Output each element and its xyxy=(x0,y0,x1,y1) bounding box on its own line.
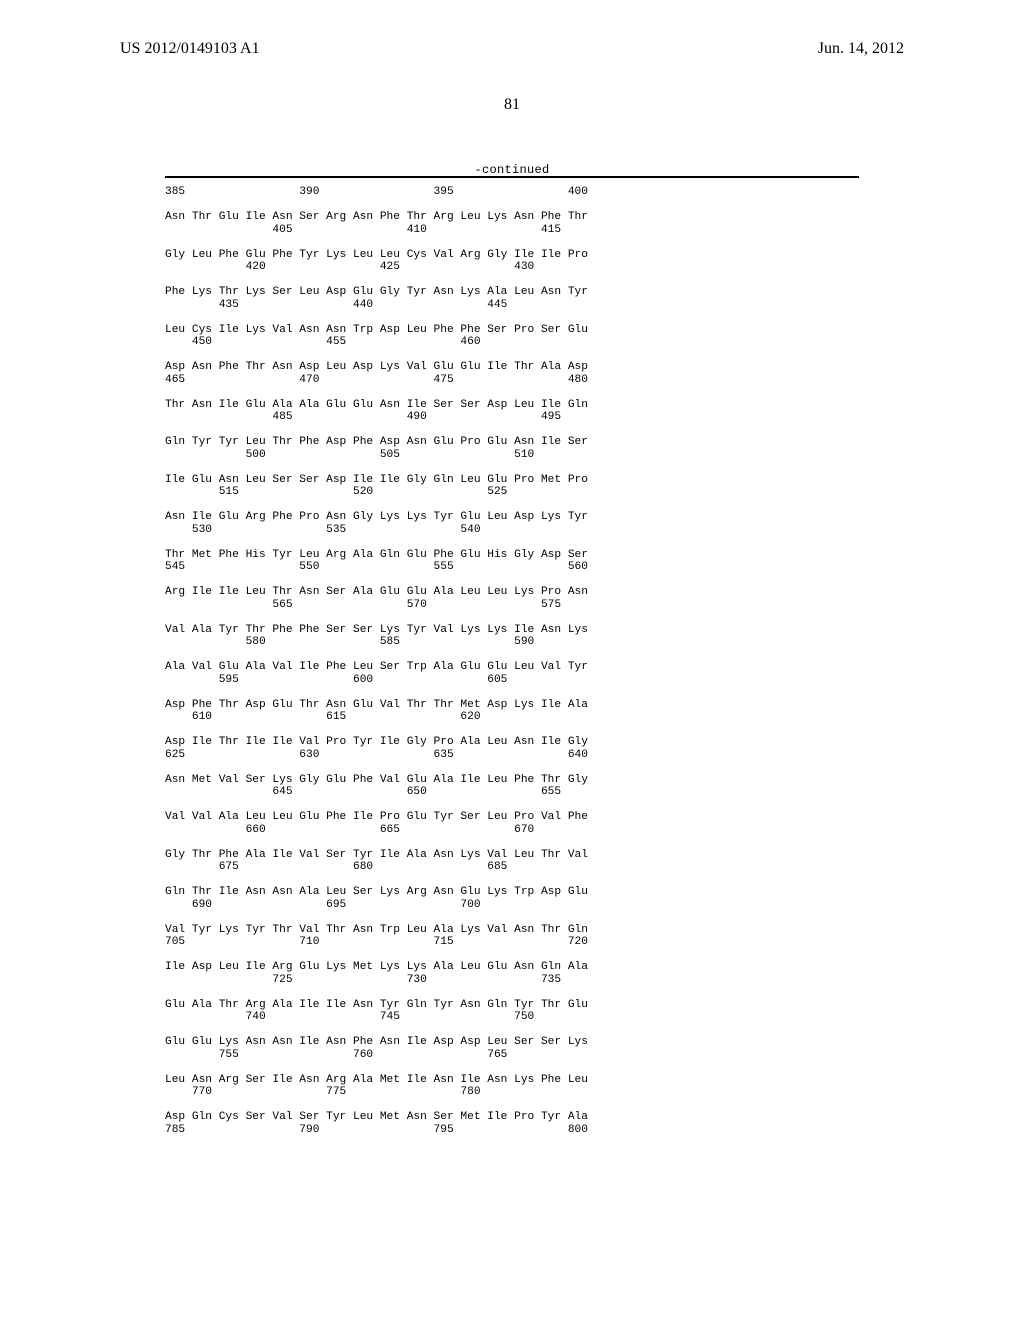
sequence-listing: 385 390 395 400 Asn Thr Glu Ile Asn Ser … xyxy=(165,186,859,1136)
page-number: 81 xyxy=(0,96,1024,114)
separator-rule xyxy=(165,176,859,178)
publication-date: Jun. 14, 2012 xyxy=(818,40,904,58)
publication-number: US 2012/0149103 A1 xyxy=(120,40,260,58)
continued-label: -continued xyxy=(0,163,1024,177)
